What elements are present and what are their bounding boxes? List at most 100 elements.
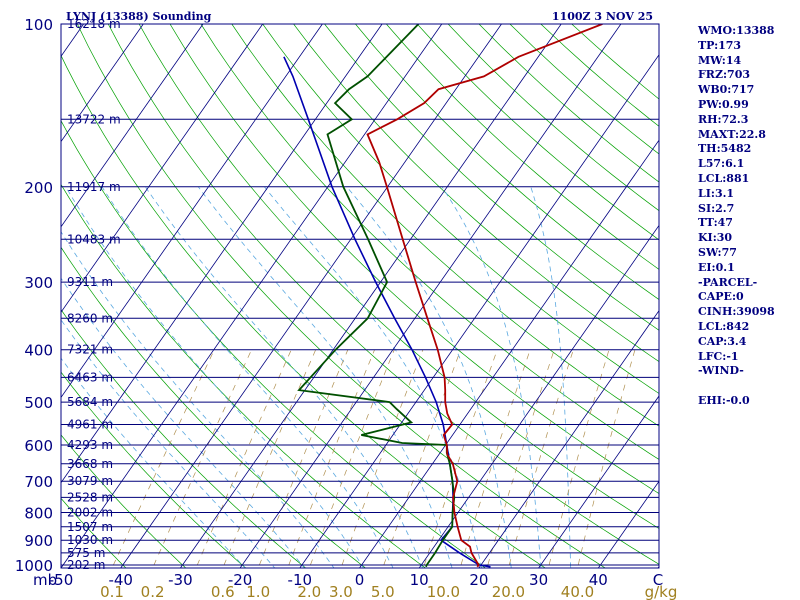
dry-adiabat-line bbox=[169, 24, 659, 494]
sounding-index: MAXT:22.8 bbox=[698, 127, 766, 141]
height-label: 2528 m bbox=[67, 490, 113, 504]
mixing-ratio-line bbox=[382, 349, 462, 568]
pressure-axis: 100 200 300 400 500 600 700 800 900 1000 bbox=[15, 16, 53, 575]
mixing-ratio-line bbox=[459, 349, 531, 568]
sounding-index: TP:173 bbox=[698, 38, 742, 52]
moist-adiabat-line bbox=[61, 319, 276, 568]
isotherm-line bbox=[180, 24, 562, 568]
temperature-tick-label: -30 bbox=[168, 571, 193, 589]
pressure-tick-label: 700 bbox=[24, 473, 53, 491]
sounding-index: SI:2.7 bbox=[698, 201, 735, 215]
sounding-profiles bbox=[283, 24, 603, 568]
height-label: 3668 m bbox=[67, 457, 113, 471]
isotherm-line bbox=[61, 24, 264, 313]
temperature-line bbox=[366, 24, 603, 568]
mixing-ratio-line bbox=[222, 349, 317, 568]
mixing-ratio-tick-label: 3.0 bbox=[329, 583, 353, 600]
moist-adiabat-line bbox=[65, 186, 364, 568]
pressure-tick-label: 1000 bbox=[15, 557, 53, 575]
temperature-tick-label: -20 bbox=[228, 571, 253, 589]
mixing-ratio-tick-label: 20.0 bbox=[492, 583, 525, 600]
mixing-ratio-line bbox=[257, 349, 349, 568]
height-label: 2002 m bbox=[67, 506, 113, 520]
sounding-index: -WIND- bbox=[698, 364, 744, 378]
height-label: 8260 m bbox=[67, 311, 113, 325]
valid-time: 1100Z 3 NOV 25 bbox=[552, 10, 653, 23]
dry-adiabat-line bbox=[61, 183, 427, 568]
dry-adiabat-line bbox=[61, 371, 247, 568]
isotherms bbox=[0, 24, 659, 568]
sounding-index: LI:3.1 bbox=[698, 186, 735, 200]
dry-adiabat-line bbox=[293, 24, 659, 363]
height-label: 9311 m bbox=[67, 275, 113, 289]
mixing-ratio-tick-label: 5.0 bbox=[371, 583, 395, 600]
plot-frame bbox=[60, 23, 660, 569]
temperature-tick-label: -50 bbox=[49, 571, 74, 589]
sounding-index: KI:30 bbox=[698, 231, 733, 245]
height-label: 13722 m bbox=[67, 112, 121, 126]
temperature-tick-label: -40 bbox=[108, 571, 133, 589]
temperature-tick-label: 10 bbox=[410, 571, 429, 589]
mixing-ratio-line bbox=[152, 349, 252, 568]
isotherm-line bbox=[61, 24, 144, 143]
mixing-ratio-tick-label: 0.2 bbox=[141, 583, 165, 600]
dry-adiabat-line bbox=[200, 24, 659, 460]
sounding-index: EI:0.1 bbox=[698, 260, 735, 274]
sounding-index: LFC:-1 bbox=[698, 349, 739, 363]
height-label: 4961 m bbox=[67, 418, 113, 432]
pressure-tick-label: 500 bbox=[24, 394, 53, 412]
height-label: 11917 m bbox=[67, 180, 121, 194]
isotherm-line bbox=[61, 24, 323, 399]
isotherm-line bbox=[299, 54, 659, 568]
mixing-ratio-unit: g/kg bbox=[645, 583, 678, 600]
sounding-index: CINH:39098 bbox=[698, 305, 775, 319]
height-label: 7321 m bbox=[67, 343, 113, 357]
isotherm-line bbox=[538, 395, 659, 568]
moist-adiabat-line bbox=[530, 186, 572, 568]
height-label: 5684 m bbox=[67, 395, 113, 409]
isotherm-line bbox=[120, 24, 502, 568]
temperature-tick-label: 20 bbox=[469, 571, 488, 589]
pressure-tick-label: 100 bbox=[24, 16, 53, 34]
mixing-ratio-line bbox=[195, 349, 292, 568]
height-label: 10483 m bbox=[67, 232, 121, 246]
sounding-index: CAP:3.4 bbox=[698, 334, 747, 348]
chart-title: LYNJ (13388) Sounding bbox=[66, 10, 212, 23]
pressure-tick-label: 900 bbox=[24, 532, 53, 550]
mixing-ratio-line bbox=[423, 349, 498, 568]
sounding-index: TH:5482 bbox=[698, 142, 752, 156]
temperature-tick-label: 40 bbox=[589, 571, 608, 589]
dry-adiabat-line bbox=[61, 309, 307, 568]
sounding-index: WB0:717 bbox=[698, 83, 755, 97]
sounding-index: LCL:881 bbox=[698, 171, 750, 185]
height-label: 1030 m bbox=[67, 533, 113, 547]
height-labels: 16218 m 13722 m 11917 m 10483 m 9311 m 8260 m… bbox=[67, 17, 121, 572]
pressure-tick-label: 600 bbox=[24, 437, 53, 455]
sounding-index: LCL:842 bbox=[698, 319, 750, 333]
mixing-ratio-tick-label: 1.0 bbox=[246, 583, 270, 600]
mixing-ratio-line bbox=[486, 349, 555, 568]
isotherm-line bbox=[0, 24, 24, 568]
mixing-ratio-lines bbox=[111, 349, 636, 568]
mixing-ratio-line bbox=[508, 349, 574, 568]
isotherm-line bbox=[478, 310, 659, 568]
mixing-ratio-line bbox=[111, 349, 215, 568]
pressure-tick-label: 800 bbox=[24, 505, 53, 523]
dry-adiabat-line bbox=[61, 246, 367, 568]
isobars bbox=[61, 24, 659, 566]
plot-area bbox=[0, 24, 659, 568]
mixing-ratio-tick-label: 40.0 bbox=[561, 583, 594, 600]
mixing-ratio-tick-label: 10.0 bbox=[427, 583, 460, 600]
pressure-unit: mb bbox=[33, 571, 57, 589]
moist-adiabat-line bbox=[101, 186, 394, 568]
dewpoint-line bbox=[297, 24, 456, 568]
mixing-ratio-line bbox=[340, 349, 424, 568]
isotherm-line bbox=[359, 139, 659, 568]
mixing-ratio-line bbox=[547, 349, 610, 568]
height-label: 16218 m bbox=[67, 17, 121, 31]
isotherm-line bbox=[239, 24, 622, 568]
moist-adiabat-line bbox=[61, 357, 246, 568]
sounding-index: L57:6.1 bbox=[698, 157, 745, 171]
temperature-axis: mb -50 -40 -30 -20 -10 0 10 20 30 40 C bbox=[33, 571, 663, 589]
